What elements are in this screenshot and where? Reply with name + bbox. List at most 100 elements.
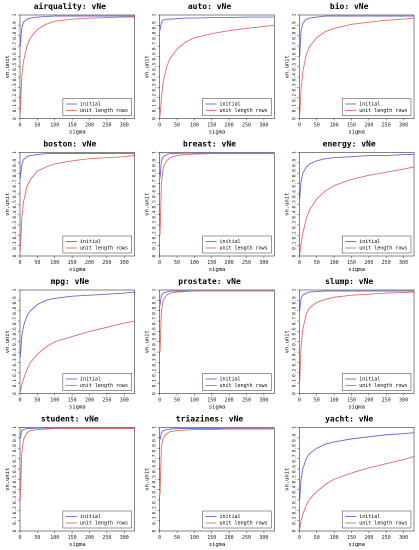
x-tick-label: 200 [364, 535, 373, 541]
chart-panel: boston: vNe 0 50 100 150 200 250 300 0 0.1 0.2 0.3 0… [5, 140, 135, 273]
x-axis-label: sigma [209, 267, 226, 273]
y-tick-label: 0.9 [152, 21, 158, 29]
x-tick-label: 50 [34, 260, 40, 266]
y-tick-label: 0 [152, 117, 158, 120]
chart-title: slump: vNe [325, 277, 373, 286]
y-tick-label: 0 [152, 392, 158, 395]
x-tick-label: 200 [225, 398, 234, 404]
x-axis-label: sigma [69, 130, 86, 136]
x-tick-label: 150 [347, 535, 356, 541]
y-tick-label: 0.3 [152, 358, 158, 366]
x-tick-label: 100 [330, 398, 339, 404]
x-tick-label: 200 [85, 535, 94, 541]
legend-box [341, 373, 412, 391]
series-line [299, 15, 414, 57]
legend-entry: initial [80, 377, 101, 383]
y-tick-label: 0.6 [291, 52, 297, 60]
y-tick-label: 0.9 [12, 296, 18, 304]
x-tick-label: 0 [158, 535, 161, 541]
y-tick-label: 0.6 [12, 52, 18, 60]
series-line [19, 155, 135, 251]
y-tick-label: 0.5 [12, 62, 18, 70]
y-tick-label: 0.1 [291, 516, 297, 524]
series-line [159, 290, 275, 353]
x-tick-label: 50 [314, 535, 320, 541]
x-tick-label: 100 [190, 535, 199, 541]
y-tick-label: 0.7 [12, 317, 18, 325]
legend-entry: initial [220, 239, 241, 245]
x-tick-label: 100 [330, 123, 339, 129]
x-tick-label: 250 [242, 123, 251, 129]
y-tick-label: 0.7 [152, 317, 158, 325]
y-tick-label: 0.9 [291, 21, 297, 29]
legend-entry: unit length rows [359, 246, 407, 252]
y-tick-label: 0.1 [152, 104, 158, 112]
x-tick-label: 300 [120, 260, 129, 266]
legend-entry: initial [80, 514, 101, 520]
x-tick-label: 150 [347, 398, 356, 404]
y-tick-label: 0.8 [152, 306, 158, 314]
x-tick-label: 50 [34, 535, 40, 541]
x-tick-label: 100 [190, 260, 199, 266]
x-tick-label: 250 [242, 398, 251, 404]
x-tick-label: 50 [34, 123, 40, 129]
y-axis-label: vn.unit [284, 193, 290, 216]
x-tick-label: 300 [259, 535, 268, 541]
chart-panel: triazines: vNe 0 50 100 150 200 250 300 0 0.1 0.2 0… [145, 414, 275, 548]
x-axis-label: sigma [348, 267, 365, 273]
y-tick-label: 0 [152, 254, 158, 257]
y-tick-label: 0.3 [291, 358, 297, 366]
y-tick-label: 0.6 [12, 190, 18, 198]
x-tick-label: 150 [207, 535, 216, 541]
chart-title: mpg: vNe [51, 277, 90, 286]
x-tick-label: 100 [330, 260, 339, 266]
chart-title: energy: vNe [323, 140, 376, 149]
chart-panel: student: vNe 0 50 100 150 200 250 300 0 0.1 0.2 0.3… [5, 415, 135, 548]
y-tick-label: 0.5 [291, 337, 297, 345]
y-tick-label: 0.3 [12, 358, 18, 366]
chart-title: yacht: vNe [325, 415, 373, 424]
x-axis-label: sigma [209, 542, 226, 548]
y-axis-label: vn.unit [284, 330, 290, 353]
y-tick-label: 0.1 [291, 241, 297, 249]
legend-entry: unit length rows [80, 246, 128, 252]
y-tick-label: 0.6 [152, 327, 158, 335]
legend-entry: initial [359, 377, 380, 383]
x-tick-label: 150 [68, 535, 77, 541]
x-tick-label: 100 [190, 398, 199, 404]
y-tick-label: 0.6 [12, 465, 18, 473]
series-line [159, 290, 275, 306]
y-tick-label: 0.6 [291, 190, 297, 198]
y-tick-label: 0.1 [152, 241, 158, 249]
chart-panel: prostate: vNe 0 50 100 150 200 250 300 0 0.1 0.2 0.… [145, 277, 275, 411]
y-tick-label: 0.3 [152, 221, 158, 229]
x-tick-label: 0 [158, 123, 161, 129]
y-tick-label: 0.3 [12, 221, 18, 229]
x-axis-label: sigma [348, 130, 365, 136]
y-tick-label: 0.8 [152, 31, 158, 39]
y-tick-label: 0.5 [291, 475, 297, 483]
y-tick-label: 0.6 [12, 327, 18, 335]
chart-panel: energy: vNe 0 50 100 150 200 250 300 0 0.1 0.2 0.3 0… [284, 140, 415, 273]
x-tick-label: 200 [225, 123, 234, 129]
series-line [159, 16, 275, 31]
y-tick-label: 0.8 [152, 444, 158, 452]
chart-panel: breast: vNe 0 50 100 150 200 250 300 0 0.1 0.2 0.3 0… [145, 140, 275, 273]
y-tick-label: 0.1 [12, 104, 18, 112]
y-tick-label: 1 [152, 13, 158, 16]
x-tick-label: 50 [174, 123, 180, 129]
y-tick-label: 0.7 [291, 179, 297, 187]
legend-box [62, 235, 132, 254]
y-tick-label: 0.2 [291, 368, 297, 376]
y-tick-label: 0 [12, 529, 18, 532]
legend-box [62, 510, 132, 529]
y-tick-label: 0.5 [291, 200, 297, 208]
y-tick-label: 0.6 [152, 52, 158, 60]
x-tick-label: 250 [102, 535, 111, 541]
y-tick-label: 0.2 [152, 93, 158, 101]
legend-entry: initial [220, 377, 241, 383]
legend-entry: unit length rows [220, 108, 268, 114]
y-tick-label: 0.7 [152, 179, 158, 187]
legend-entry: unit length rows [359, 383, 407, 389]
x-tick-label: 150 [207, 260, 216, 266]
